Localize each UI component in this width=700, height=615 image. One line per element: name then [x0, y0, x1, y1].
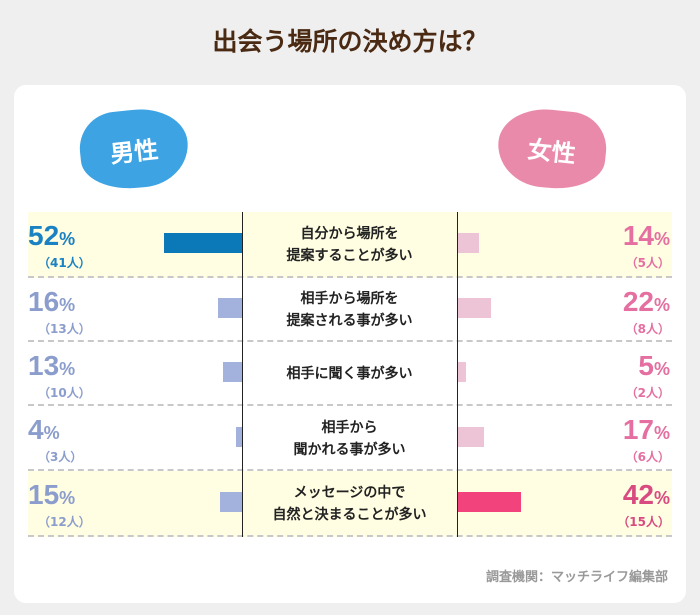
row [28, 406, 672, 471]
bar-female [458, 233, 479, 253]
bar-female [458, 426, 484, 447]
bar-male [236, 426, 242, 447]
row [28, 471, 672, 537]
chart-title: 出会う場所の決め方は？ [212, 27, 488, 56]
category-label: 自分から場所を 提案することが多い [286, 226, 413, 264]
value-label-male: 16% [28, 286, 76, 317]
axis-line-left [242, 212, 243, 537]
count-label-male: （12人） [38, 515, 91, 529]
count-label-female: （15人） [617, 515, 670, 529]
value-label-female: 22% [622, 286, 670, 317]
bar-male [219, 492, 242, 512]
bar-male [164, 233, 242, 253]
count-label-female: （5人） [625, 256, 670, 270]
count-label-female: （8人） [625, 322, 670, 336]
bar-male [218, 298, 242, 318]
value-label-female: 14% [622, 220, 670, 251]
value-label-female: 5% [638, 350, 670, 381]
row [28, 212, 672, 278]
count-label-female: （6人） [625, 450, 670, 464]
row [28, 342, 672, 406]
row [28, 278, 672, 342]
source-note: 調査機関：マッチライフ編集部 [485, 570, 668, 585]
category-label: 相手から 聞かれる事が多い [293, 419, 406, 458]
bar-female [458, 298, 491, 318]
value-label-male: 15% [28, 479, 76, 510]
bar-female [458, 362, 466, 382]
bar-female [458, 492, 521, 512]
category-label: メッセージの中で 自然と決まることが多い [272, 485, 427, 523]
bar-male [222, 362, 242, 382]
count-label-male: （3人） [38, 450, 83, 464]
value-label-male: 52% [28, 220, 76, 251]
count-label-male: （41人） [38, 256, 91, 270]
category-label: 相手に聞く事が多い [286, 366, 413, 382]
count-label-female: （2人） [625, 386, 670, 400]
value-label-female: 17% [622, 414, 670, 445]
count-label-male: （13人） [38, 322, 91, 336]
axis-line-right [457, 212, 458, 537]
value-label-female: 42% [622, 479, 670, 510]
value-label-male: 13% [28, 350, 76, 381]
value-label-male: 4% [28, 414, 60, 445]
category-label: 相手から場所を 提案される事が多い [286, 291, 413, 329]
count-label-male: （10人） [38, 386, 91, 400]
